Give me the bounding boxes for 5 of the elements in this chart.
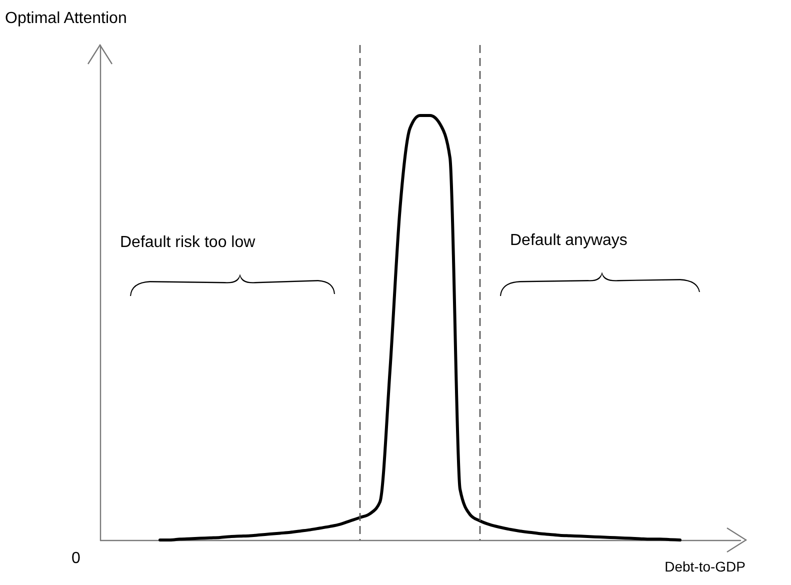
text: Optimal Attention xyxy=(5,10,127,27)
annotation: Default risk too low xyxy=(120,234,256,251)
annotation: Default anyways xyxy=(510,232,628,249)
text: 0 xyxy=(72,550,81,567)
x-axis-title: Debt-to-GDP xyxy=(664,558,746,574)
